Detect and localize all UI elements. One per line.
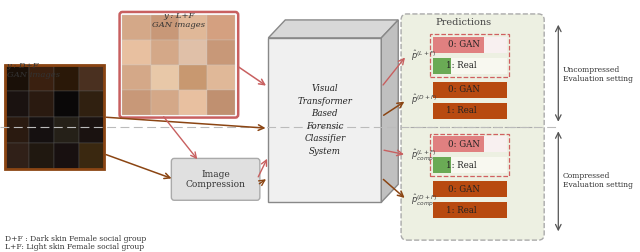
Text: 1: Real: 1: Real: [445, 206, 476, 215]
Bar: [179, 65, 207, 90]
Text: 1: Real: 1: Real: [445, 161, 476, 170]
FancyBboxPatch shape: [401, 14, 544, 240]
Bar: [4, 117, 29, 143]
Bar: [54, 143, 79, 169]
Bar: [54, 91, 79, 117]
Bar: [4, 65, 29, 91]
Bar: [433, 37, 484, 53]
Bar: [4, 91, 29, 117]
Bar: [433, 202, 506, 218]
Bar: [79, 143, 104, 169]
Text: Compressed
Evaluation setting: Compressed Evaluation setting: [563, 172, 633, 189]
Text: $\hat{p}^{(L+F)}_{comp}$: $\hat{p}^{(L+F)}_{comp}$: [412, 147, 436, 163]
Text: 0: GAN: 0: GAN: [448, 40, 480, 49]
Polygon shape: [381, 20, 398, 202]
Bar: [433, 181, 506, 197]
Bar: [54, 65, 79, 91]
Bar: [433, 103, 506, 118]
Text: $\hat{p}^{(L+F)}$: $\hat{p}^{(L+F)}$: [412, 48, 436, 62]
Bar: [179, 90, 207, 115]
Text: 0: GAN: 0: GAN: [448, 140, 480, 149]
Bar: [4, 65, 104, 169]
Text: 0: GAN: 0: GAN: [448, 185, 480, 194]
Text: 1: Real: 1: Real: [445, 61, 476, 70]
Bar: [484, 137, 506, 152]
Bar: [207, 15, 236, 40]
Bar: [451, 158, 506, 173]
Text: Visual
Transformer
Based
Forensic
Classifier
System: Visual Transformer Based Forensic Classi…: [298, 84, 352, 156]
Bar: [79, 117, 104, 143]
Bar: [433, 58, 451, 74]
Bar: [433, 137, 484, 152]
Bar: [433, 82, 506, 98]
Bar: [207, 65, 236, 90]
Bar: [207, 40, 236, 65]
Bar: [79, 65, 104, 91]
Bar: [207, 90, 236, 115]
Bar: [451, 58, 506, 74]
Bar: [122, 40, 150, 65]
Text: D+F : Dark skin Female social group: D+F : Dark skin Female social group: [4, 235, 146, 243]
Text: 0: GAN: 0: GAN: [448, 85, 480, 94]
Text: Image
Compression: Image Compression: [186, 170, 246, 189]
Bar: [150, 65, 179, 90]
Bar: [29, 65, 54, 91]
Text: y : L+F
GAN images: y : L+F GAN images: [152, 12, 205, 29]
Bar: [433, 158, 451, 173]
FancyBboxPatch shape: [172, 159, 260, 200]
Text: Predictions: Predictions: [435, 18, 492, 27]
Bar: [268, 38, 381, 202]
Bar: [150, 90, 179, 115]
Text: Uncompressed
Evaluation setting: Uncompressed Evaluation setting: [563, 66, 633, 83]
Text: $\hat{p}^{(D+F)}$: $\hat{p}^{(D+F)}$: [412, 93, 438, 107]
Text: 1: Real: 1: Real: [445, 106, 476, 115]
Text: $\hat{p}^{(D+F)}_{comp}$: $\hat{p}^{(D+F)}_{comp}$: [412, 192, 438, 208]
Text: L+F: Light skin Female social group: L+F: Light skin Female social group: [4, 243, 144, 251]
Bar: [150, 40, 179, 65]
Polygon shape: [268, 20, 398, 38]
Bar: [150, 15, 179, 40]
Bar: [79, 91, 104, 117]
Bar: [484, 37, 506, 53]
Bar: [179, 15, 207, 40]
Bar: [4, 143, 29, 169]
Bar: [29, 143, 54, 169]
Bar: [29, 117, 54, 143]
Bar: [122, 65, 150, 90]
Text: y : D+F
GAN images: y : D+F GAN images: [6, 62, 60, 79]
Bar: [179, 40, 207, 65]
Bar: [122, 15, 150, 40]
Bar: [122, 90, 150, 115]
Bar: [54, 117, 79, 143]
Bar: [29, 91, 54, 117]
